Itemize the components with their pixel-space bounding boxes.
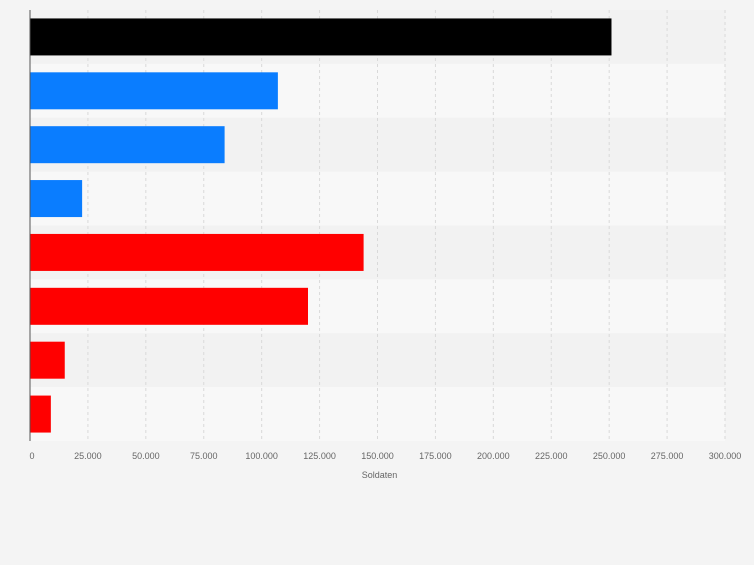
x-tick-label: 75.000	[190, 451, 218, 461]
bar	[30, 180, 83, 218]
bar	[30, 18, 612, 56]
x-tick-label: 25.000	[74, 451, 102, 461]
x-tick-label: 100.000	[245, 451, 278, 461]
bars	[30, 18, 612, 433]
x-axis-label: Soldaten	[362, 470, 398, 480]
x-tick-label: 125.000	[303, 451, 336, 461]
x-tick-label: 275.000	[651, 451, 684, 461]
bar	[30, 287, 308, 325]
x-tick-label: 175.000	[419, 451, 452, 461]
x-tick-label: 0	[29, 451, 34, 461]
x-tick-label: 50.000	[132, 451, 160, 461]
x-tick-labels: 0 25.000 50.000 75.000 100.000 125.000 150.000…	[29, 451, 741, 461]
bar	[30, 233, 364, 271]
bar	[30, 72, 278, 110]
x-tick-label: 200.000	[477, 451, 510, 461]
x-tick-label: 300.000	[709, 451, 742, 461]
bar	[30, 395, 51, 433]
bar	[30, 126, 225, 164]
x-tick-label: 250.000	[593, 451, 626, 461]
x-tick-label: 150.000	[361, 451, 394, 461]
x-tick-label: 225.000	[535, 451, 568, 461]
bar	[30, 341, 65, 379]
